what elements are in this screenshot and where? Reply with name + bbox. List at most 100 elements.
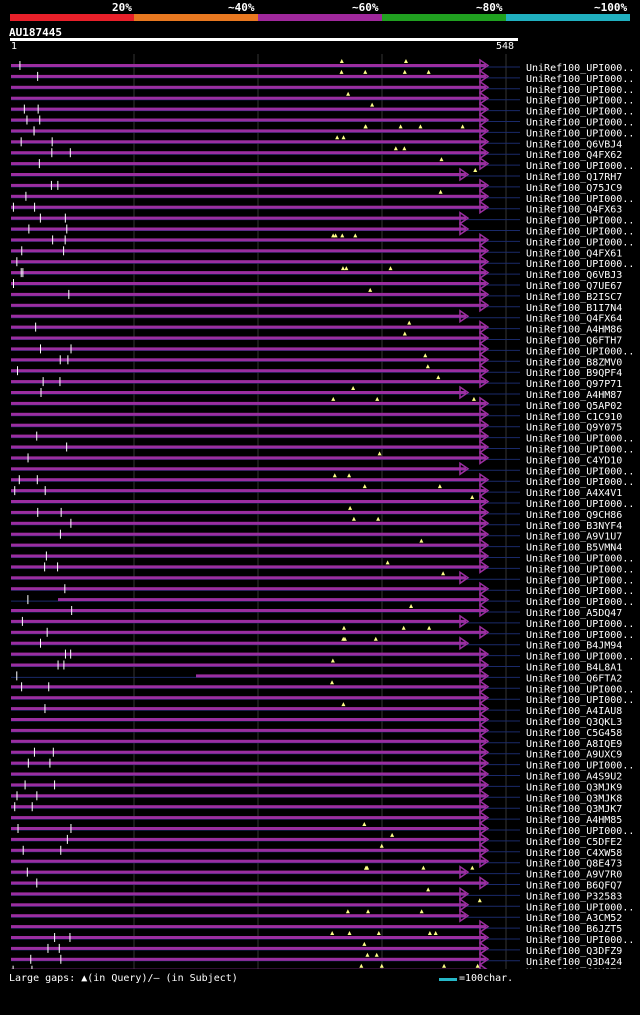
hit-row[interactable]: UniRef100_C1C910 [11, 407, 622, 423]
arrow-head [479, 559, 490, 574]
alignment-plot: UniRef100_UPI000..UniRef100_UPI000..UniR… [11, 54, 634, 969]
hit-row[interactable]: UniRef100_Q9CH86 [11, 505, 622, 521]
hit-row[interactable]: UniRef100_C5DFE2 [11, 832, 622, 848]
hit-row[interactable]: UniRef100_A9V1U7 [11, 527, 622, 543]
hit-row[interactable]: UniRef100_UPI000.. [11, 102, 634, 118]
hit-row[interactable]: UniRef100_UPI000.. [11, 614, 634, 630]
hit-row[interactable]: UniRef100_UPI000.. [11, 156, 634, 172]
hit-label: UniRef100_Q75JC9 [526, 183, 622, 194]
hit-row[interactable]: UniRef100_UPI000.. [11, 472, 634, 488]
query-gap-marker [366, 909, 371, 914]
hit-row[interactable]: UniRef100_Q75JC9 [11, 178, 622, 194]
hit-row[interactable]: UniRef100_Q3QKL3 [11, 712, 622, 728]
hit-row[interactable]: UniRef100_C4YD10 [11, 450, 622, 466]
hit-row[interactable]: UniRef100_UPI000.. [11, 58, 634, 74]
arrow-head [479, 549, 490, 563]
hit-row[interactable]: UniRef100_B9QPF4 [11, 363, 622, 379]
query-gap-marker [341, 625, 346, 630]
arrow-head [479, 745, 490, 760]
hit-row[interactable]: UniRef100_UPI000.. [11, 647, 634, 663]
hit-bar [11, 783, 486, 787]
hit-row[interactable]: UniRef100_B4L8A1 [11, 658, 622, 674]
hit-row[interactable]: UniRef100_UPI000.. [11, 821, 634, 837]
hit-row[interactable]: UniRef100_UPI000.. [11, 625, 634, 641]
hit-row[interactable]: UniRef100_B3NYF4 [11, 516, 622, 532]
hit-row[interactable]: UniRef100_A4IAU8 [11, 701, 622, 717]
hit-row[interactable]: UniRef100_A4S9U2 [11, 767, 622, 783]
hit-row[interactable]: UniRef100_A4HM86 [11, 320, 622, 336]
hit-row[interactable]: UniRef100_UPI000.. [11, 341, 634, 357]
hit-row[interactable]: UniRef100_B1I7N4 [11, 298, 622, 314]
hit-row[interactable]: UniRef100_UPI000.. [11, 581, 634, 597]
hit-row[interactable]: UniRef100_B2ISC7 [11, 287, 622, 303]
hit-row[interactable]: UniRef100_C6VJT3 [11, 963, 622, 969]
hit-row[interactable]: UniRef100_C5G458 [11, 723, 622, 739]
hit-row[interactable]: UniRef100_B6JZT5 [11, 919, 622, 935]
hit-label: UniRef100_UPI000.. [526, 597, 634, 608]
arrow-head [479, 396, 490, 411]
hit-row[interactable]: UniRef100_B8ZMV0 [11, 352, 622, 368]
hit-row[interactable]: UniRef100_UPI000.. [11, 211, 634, 227]
hit-row[interactable]: UniRef100_Q3D424 [11, 952, 622, 968]
hit-row[interactable]: UniRef100_Q6FTH7 [11, 331, 622, 347]
hit-row[interactable]: UniRef100_B6QFQ7 [11, 876, 622, 892]
hit-row[interactable]: UniRef100_UPI000.. [11, 570, 634, 586]
hit-row[interactable]: UniRef100_UPI000.. [11, 756, 634, 772]
hit-row[interactable]: UniRef100_A4HM87 [11, 385, 622, 401]
hit-row[interactable]: UniRef100_Q3MJK9 [11, 777, 622, 793]
hit-row[interactable]: UniRef100_UPI000.. [11, 189, 634, 205]
hit-row[interactable]: UniRef100_Q97P71 [11, 374, 622, 390]
hit-row[interactable]: UniRef100_Q9Y075 [11, 418, 622, 434]
hit-row[interactable]: UniRef100_Q4FX63 [11, 200, 622, 216]
hit-row[interactable]: UniRef100_Q3MJK7 [11, 799, 622, 815]
hit-row[interactable]: UniRef100_A4X4V1 [11, 483, 622, 499]
hit-row[interactable]: UniRef100_Q3MJK8 [11, 788, 622, 804]
hit-row[interactable]: UniRef100_UPI000.. [11, 690, 634, 706]
hit-row[interactable]: UniRef100_Q4FX64 [11, 309, 622, 325]
hit-row[interactable]: UniRef100_A8IQE9 [11, 734, 622, 750]
hit-row[interactable]: UniRef100_UPI000.. [11, 592, 634, 608]
hit-row[interactable]: UniRef100_UPI000.. [11, 461, 634, 477]
hit-row[interactable]: UniRef100_Q8E473 [11, 854, 622, 870]
hit-row[interactable]: UniRef100_A9UXC9 [11, 745, 622, 761]
hit-row[interactable]: UniRef100_UPI000.. [11, 123, 634, 139]
hit-row[interactable]: UniRef100_B4JM94 [11, 636, 622, 652]
hit-row[interactable]: UniRef100_UPI000.. [11, 440, 634, 456]
hit-bar [11, 827, 486, 830]
hit-row[interactable]: UniRef100_Q5AP02 [11, 396, 622, 412]
hit-row[interactable]: UniRef100_Q3DFZ9 [11, 941, 622, 957]
hit-row[interactable]: UniRef100_Q17RH7 [11, 167, 622, 183]
hit-row[interactable]: UniRef100_Q4FX61 [11, 243, 622, 259]
hit-row[interactable]: UniRef100_Q6FTA2 [11, 668, 622, 684]
hit-row[interactable]: UniRef100_B5VMN4 [11, 538, 622, 554]
hit-row[interactable]: UniRef100_UPI000.. [11, 69, 634, 85]
hit-row[interactable]: UniRef100_UPI000.. [11, 80, 634, 96]
hit-row[interactable]: UniRef100_UPI000.. [11, 232, 634, 248]
hit-row[interactable]: UniRef100_UPI000.. [11, 91, 634, 107]
hit-row[interactable]: UniRef100_Q4FX62 [11, 145, 622, 161]
hit-row[interactable]: UniRef100_UPI000.. [11, 494, 634, 510]
hit-row[interactable]: UniRef100_UPI000.. [11, 254, 634, 270]
query-gap-marker [339, 69, 344, 74]
query-gap-marker [377, 451, 382, 456]
hit-row[interactable]: UniRef100_C4XW58 [11, 843, 622, 859]
hit-row[interactable]: UniRef100_UPI000.. [11, 222, 634, 238]
hit-row[interactable]: UniRef100_A9V7R0 [11, 865, 622, 881]
hit-row[interactable]: UniRef100_Q6VBJ4 [11, 134, 622, 150]
hit-row[interactable]: UniRef100_UPI000.. [11, 897, 634, 913]
hit-row[interactable]: UniRef100_Q6VBJ3 [11, 265, 622, 281]
hit-row[interactable]: UniRef100_UPI000.. [11, 549, 634, 565]
hit-row[interactable]: UniRef100_Q7UE67 [11, 276, 622, 292]
hit-row[interactable]: UniRef100_P32583 [11, 886, 622, 902]
hit-row[interactable]: UniRef100_A3CM52 [11, 908, 622, 924]
query-gap-marker [344, 266, 349, 271]
hit-row[interactable]: UniRef100_A4HM85 [11, 810, 622, 826]
query-gap-marker [362, 484, 367, 489]
hit-row[interactable]: UniRef100_UPI000.. [11, 930, 634, 946]
hit-row[interactable]: UniRef100_UPI000.. [11, 429, 634, 445]
hit-row[interactable]: UniRef100_UPI000.. [11, 559, 634, 575]
hit-row[interactable]: UniRef100_A5DQ47 [11, 603, 622, 619]
hit-row[interactable]: UniRef100_UPI000.. [11, 679, 634, 695]
query-gap-marker [442, 963, 447, 968]
hit-row[interactable]: UniRef100_UPI000.. [11, 113, 634, 129]
